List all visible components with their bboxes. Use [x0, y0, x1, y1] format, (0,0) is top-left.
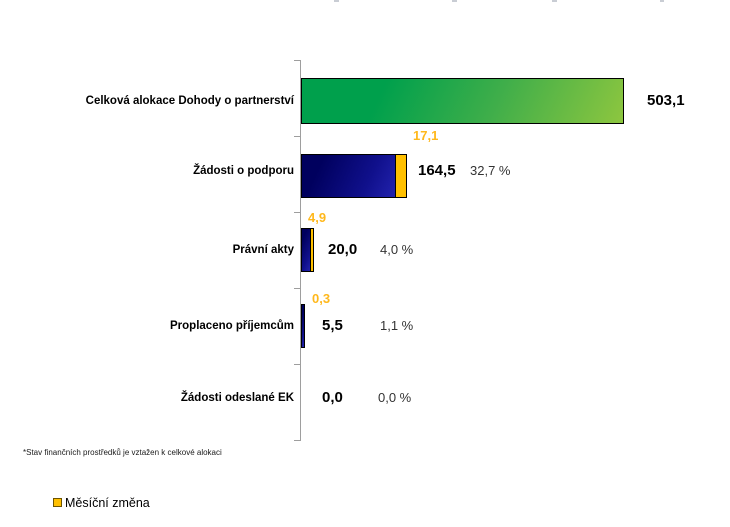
bar-value-segment — [302, 305, 304, 347]
axis-tick — [294, 212, 301, 213]
change-label: 4,9 — [308, 210, 327, 225]
change-label: 0,3 — [312, 291, 331, 306]
bar-value-segment — [302, 229, 310, 271]
category-label: Žádosti odeslané EK — [180, 392, 294, 404]
monthly-change-swatch-icon — [53, 498, 62, 507]
bar-value-segment — [302, 155, 395, 197]
category-label: Proplaceno příjemcům — [170, 320, 294, 332]
category-axis — [300, 60, 301, 441]
percent-label: 1,1 % — [380, 318, 414, 333]
bar-paid-out — [301, 304, 305, 348]
legend-label: Měsíční změna — [65, 496, 150, 510]
bar-total-allocation — [301, 78, 624, 124]
value-label: 0,0 — [322, 389, 343, 406]
percent-label: 4,0 % — [380, 242, 414, 257]
axis-tick — [294, 440, 301, 441]
axis-tick — [294, 136, 301, 137]
cropped-text-remnant — [552, 0, 557, 2]
percent-label: 32,7 % — [470, 163, 511, 178]
axis-tick — [294, 364, 301, 365]
value-label: 20,0 — [328, 241, 358, 258]
axis-tick — [294, 288, 301, 289]
axis-tick — [294, 60, 301, 61]
cropped-text-remnant — [334, 0, 339, 2]
percent-label: 0,0 % — [378, 390, 412, 405]
bar-legal-acts — [301, 228, 314, 272]
bar-applications — [301, 154, 407, 198]
bar-value-segment — [302, 79, 623, 123]
bar-change-segment — [395, 155, 406, 197]
value-label: 5,5 — [322, 317, 343, 334]
category-label: Žádosti o podporu — [193, 165, 294, 177]
cropped-text-remnant — [452, 0, 457, 2]
category-label: Právní akty — [232, 244, 294, 256]
cropped-text-remnant — [660, 0, 664, 2]
footnote: *Stav finančních prostředků je vztažen k… — [23, 448, 222, 457]
category-label: Celková alokace Dohody o partnerství — [85, 95, 294, 107]
bar-change-segment — [310, 229, 313, 271]
change-label: 17,1 — [413, 128, 439, 143]
value-label: 164,5 — [418, 162, 456, 179]
value-label: 503,1 — [647, 92, 685, 109]
